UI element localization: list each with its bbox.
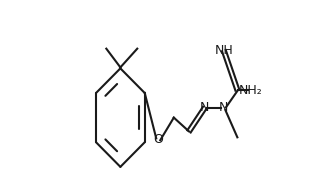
Text: O: O	[153, 133, 163, 146]
Text: NH₂: NH₂	[239, 84, 263, 97]
Text: N: N	[200, 101, 209, 114]
Text: NH: NH	[214, 44, 233, 57]
Text: N: N	[219, 101, 228, 114]
